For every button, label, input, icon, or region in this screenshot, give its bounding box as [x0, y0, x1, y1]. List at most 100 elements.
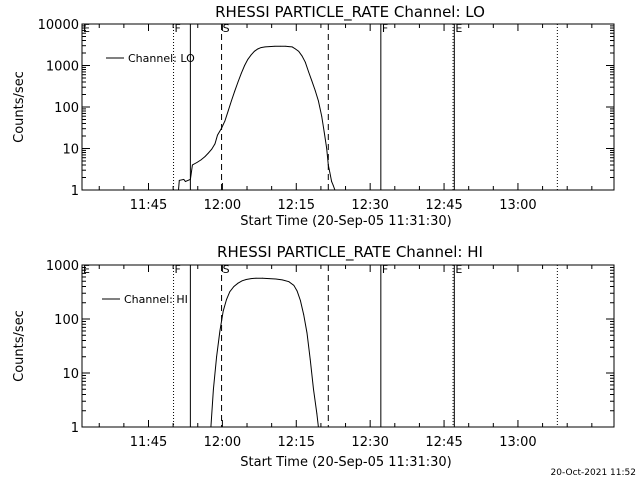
marker-label: S: [223, 263, 230, 276]
legend-entry: Channel: HI: [124, 293, 188, 306]
marker-label: E: [455, 22, 462, 35]
plot-frame: [81, 264, 615, 428]
x-tick-label: 12:15: [278, 435, 315, 450]
data-point: [200, 159, 202, 161]
x-tick-label: 13:00: [499, 435, 536, 450]
data-point: [281, 279, 283, 281]
data-point: [327, 164, 329, 166]
data-point: [291, 46, 293, 48]
legend-entry: Channel: LO: [128, 52, 195, 65]
data-point: [268, 46, 270, 47]
data-point: [237, 81, 239, 83]
legend: Channel: LO: [106, 52, 195, 65]
x-tick-label: 12:30: [351, 198, 388, 213]
data-point: [237, 282, 239, 284]
data-point: [303, 314, 305, 316]
data-point: [214, 143, 216, 145]
data-point: [298, 50, 300, 52]
x-tick-label: 12:30: [351, 435, 388, 450]
data-point: [250, 54, 252, 56]
data-point: [274, 45, 276, 47]
data-point: [204, 156, 206, 157]
panel-hi: RHESSI PARTICLE_RATE Channel: HI 1101001…: [12, 243, 615, 470]
data-point: [210, 426, 212, 428]
data-point: [219, 330, 221, 332]
data-point: [262, 277, 263, 279]
data-point: [208, 152, 209, 154]
y-tick-label: 1: [71, 184, 79, 199]
data-point: [255, 277, 257, 279]
data-point: [296, 290, 298, 292]
data-point: [331, 181, 332, 182]
data-point: [313, 388, 314, 390]
axis-ticks: 1 10 100 1000 11:45 12:00 12:15 12:30 12:45 13:00: [46, 259, 614, 450]
data-point: [185, 181, 186, 182]
data-point: [216, 356, 218, 358]
chart-title: RHESSI PARTICLE_RATE Channel: HI: [217, 243, 483, 262]
y-axis-label: Counts/sec: [12, 71, 27, 143]
data-point: [187, 180, 189, 181]
data-point: [178, 180, 180, 181]
corner-marker-label: E: [83, 263, 90, 276]
data-point: [318, 426, 319, 428]
x-tick-label: 12:00: [204, 435, 241, 450]
data-point: [280, 45, 282, 47]
data-point: [254, 50, 255, 52]
data-point: [260, 47, 262, 48]
marker-label: F: [175, 263, 181, 276]
data-point: [234, 90, 236, 92]
data-point: [308, 71, 309, 73]
data-point: [183, 179, 185, 180]
plot-frame: [81, 23, 615, 191]
data-point: [288, 46, 290, 47]
data-point: [213, 388, 214, 390]
data-point: [295, 48, 296, 50]
data-point: [240, 72, 242, 74]
data-point: [190, 179, 191, 180]
y-tick-label: 10: [62, 367, 79, 382]
data-point: [288, 281, 290, 283]
x-tick-label: 12:45: [425, 198, 462, 213]
data-series: [178, 45, 336, 191]
data-point: [316, 412, 318, 414]
footer-timestamp: 20-Oct-2021 11:52: [551, 468, 636, 478]
data-point: [229, 291, 231, 293]
data-point: [226, 299, 227, 300]
marker-label: F: [175, 22, 181, 35]
data-point: [233, 286, 235, 287]
data-point: [221, 127, 223, 129]
marker-label: F: [382, 22, 388, 35]
data-point: [222, 310, 224, 312]
x-tick-label: 12:00: [204, 198, 241, 213]
data-point: [245, 279, 247, 280]
data-point: [244, 65, 246, 66]
data-point: [231, 100, 232, 102]
data-point: [227, 110, 229, 112]
y-tick-label: 100: [54, 313, 79, 328]
data-point: [268, 278, 270, 279]
x-tick-label: 11:45: [130, 198, 167, 213]
data-point: [241, 280, 243, 282]
data-point: [314, 90, 316, 91]
data-point: [321, 115, 323, 117]
data-point: [311, 80, 313, 82]
data-point: [301, 55, 303, 57]
data-point: [217, 134, 218, 136]
data-point: [250, 278, 252, 279]
data-point: [247, 59, 249, 60]
data-point: [329, 172, 331, 174]
data-point: [304, 61, 306, 63]
x-tick-label: 11:45: [130, 435, 167, 450]
y-tick-label: 10000: [38, 18, 79, 33]
data-point: [285, 45, 286, 47]
marker-label: E: [455, 263, 462, 276]
data-point: [224, 120, 226, 122]
corner-marker-label: E: [83, 22, 90, 35]
x-axis-label: Start Time (20-Sep-05 11:31:30): [240, 455, 451, 470]
x-tick-label: 13:00: [499, 198, 536, 213]
marker-label: F: [382, 263, 388, 276]
legend: Channel: HI: [102, 293, 188, 306]
data-point: [264, 46, 266, 48]
x-tick-label: 12:45: [425, 435, 462, 450]
